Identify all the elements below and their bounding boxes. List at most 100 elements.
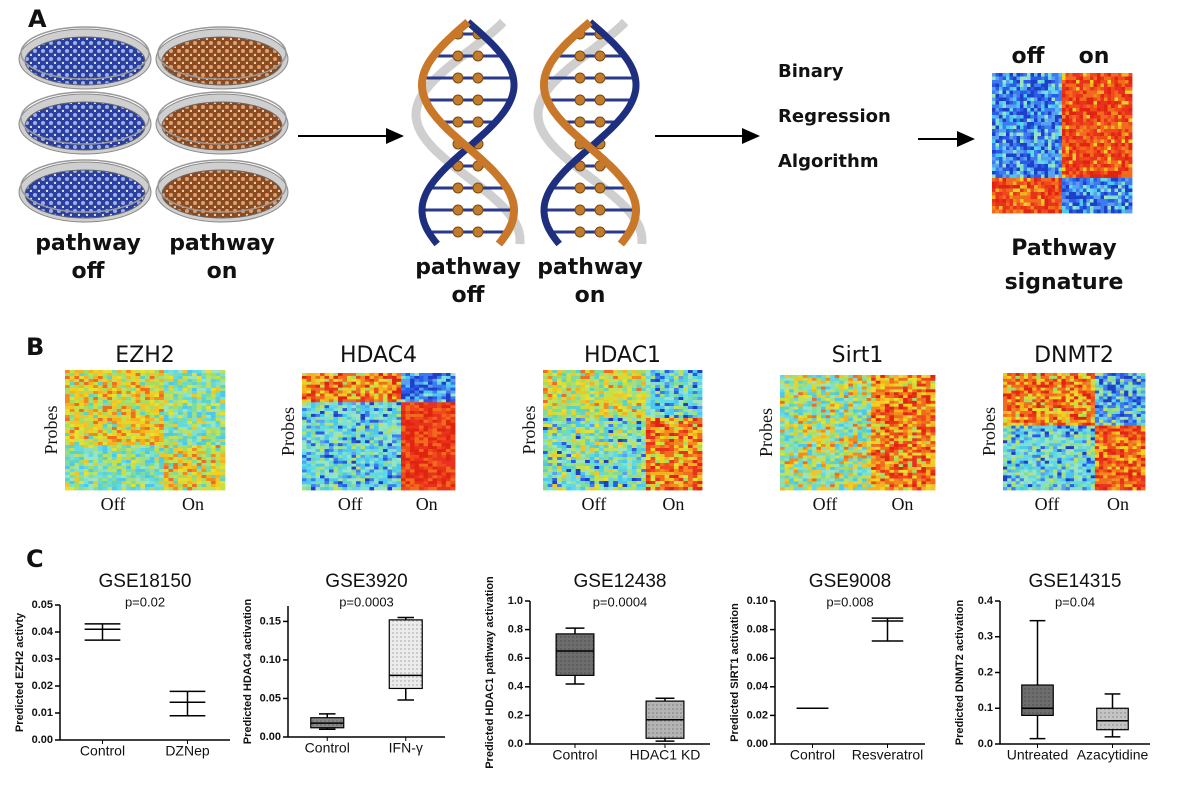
heatmap-cell: [1052, 143, 1056, 147]
heatmap-cell: [183, 427, 188, 430]
heatmap-cell: [206, 475, 211, 478]
heatmap-cell: [1118, 168, 1122, 172]
heatmap-cell: [117, 391, 122, 394]
heatmap-cell: [206, 385, 211, 388]
heatmap-cell: [201, 391, 206, 394]
heatmap-cell: [183, 370, 188, 373]
heatmap-cell: [302, 446, 307, 449]
heatmap-cell: [410, 449, 415, 452]
heatmap-cell: [999, 168, 1003, 172]
heatmap-cell: [1090, 87, 1094, 91]
heatmap-cell: [70, 481, 75, 484]
heatmap-cell: [302, 443, 307, 446]
heatmap-cell: [1118, 112, 1122, 116]
heatmap-cell: [697, 400, 702, 403]
heatmap-cell: [117, 484, 122, 487]
heatmap-cell: [410, 423, 415, 426]
heatmap-cell: [140, 460, 145, 463]
heatmap-cell: [1118, 108, 1122, 112]
heatmap-cell: [1083, 150, 1087, 154]
heatmap-cell: [1027, 108, 1031, 112]
heatmap-cell: [410, 481, 415, 484]
heatmap-cell: [183, 433, 188, 436]
heatmap-cell: [594, 373, 599, 376]
heatmap-cell: [329, 408, 334, 411]
heatmap-cell: [136, 448, 141, 451]
heatmap-cell: [1115, 119, 1119, 123]
heatmap-cell: [419, 388, 424, 391]
heatmap-cell: [419, 423, 424, 426]
heatmap-cell: [392, 373, 397, 376]
heatmap-cell: [410, 393, 415, 396]
heatmap-cell: [1094, 157, 1098, 161]
heatmap-cell: [410, 408, 415, 411]
heatmap-cell: [1052, 101, 1056, 105]
heatmap-cell: [623, 403, 628, 406]
heatmap-cell: [211, 466, 216, 469]
heatmap-cell: [187, 379, 192, 382]
heatmap-cell: [334, 446, 339, 449]
heatmap-cell: [433, 408, 438, 411]
heatmap-cell: [145, 475, 150, 478]
heatmap-cell: [1010, 91, 1014, 95]
heatmap-cell: [1010, 178, 1014, 182]
heatmap-cell: [197, 394, 202, 397]
heatmap-cell: [415, 481, 420, 484]
heatmap-cell: [1122, 157, 1126, 161]
heatmap-cell: [334, 484, 339, 487]
heatmap-cell: [379, 455, 384, 458]
heatmap-cell: [1038, 150, 1042, 154]
heatmap-cell: [178, 400, 183, 403]
heatmap-cell: [1031, 182, 1035, 186]
heatmap-cell: [1101, 157, 1105, 161]
heatmap-cell: [1013, 199, 1017, 203]
heatmap-cell: [388, 423, 393, 426]
heatmap-cell: [361, 414, 366, 417]
heatmap-cell: [1066, 87, 1070, 91]
heatmap-cell: [206, 469, 211, 472]
heatmap-cell: [145, 394, 150, 397]
heatmap-cell: [388, 464, 393, 467]
heatmap-cell: [361, 396, 366, 399]
heatmap-cell: [1076, 101, 1080, 105]
heatmap-cell: [89, 484, 94, 487]
heatmap-cell: [361, 472, 366, 475]
heatmap-cell: [548, 412, 553, 415]
heatmap-cell: [1090, 119, 1094, 123]
heatmap-cell: [1129, 73, 1133, 77]
heatmap-cell: [352, 464, 357, 467]
heatmap-cell: [192, 445, 197, 448]
heatmap-cell: [74, 385, 79, 388]
heatmap-cell: [159, 391, 164, 394]
heatmap-cell: [1104, 108, 1108, 112]
heatmap-cell: [145, 388, 150, 391]
heatmap-cell: [379, 388, 384, 391]
heatmap-cell: [117, 472, 122, 475]
heatmap-cell: [187, 439, 192, 442]
heatmap-cell: [1111, 189, 1115, 193]
heatmap-cell: [1129, 101, 1133, 105]
heatmap-cell: [1045, 133, 1049, 137]
heatmap-cell: [1020, 77, 1024, 81]
heatmap-cell: [1020, 115, 1024, 119]
heatmap-cell: [1031, 203, 1035, 207]
heatmap-cell: [361, 458, 366, 461]
heatmap-cell: [383, 464, 388, 467]
heatmap-cell: [1027, 210, 1031, 214]
heatmap-cell: [220, 403, 225, 406]
heatmap-cell: [992, 77, 996, 81]
heatmap-cell: [576, 385, 581, 388]
heatmap-cell: [446, 446, 451, 449]
heatmap-cell: [1066, 157, 1070, 161]
heatmap-cell: [343, 470, 348, 473]
heatmap-cell: [150, 433, 155, 436]
heatmap-cell: [397, 478, 402, 481]
heatmap-cell: [192, 424, 197, 427]
heatmap-cell: [388, 411, 393, 414]
heatmap-cell: [1013, 154, 1017, 158]
heatmap-cell: [74, 436, 79, 439]
heatmap-cell: [383, 408, 388, 411]
heatmap-cell: [1010, 189, 1014, 193]
heatmap-cell: [599, 391, 604, 394]
heatmap-cell: [216, 382, 221, 385]
